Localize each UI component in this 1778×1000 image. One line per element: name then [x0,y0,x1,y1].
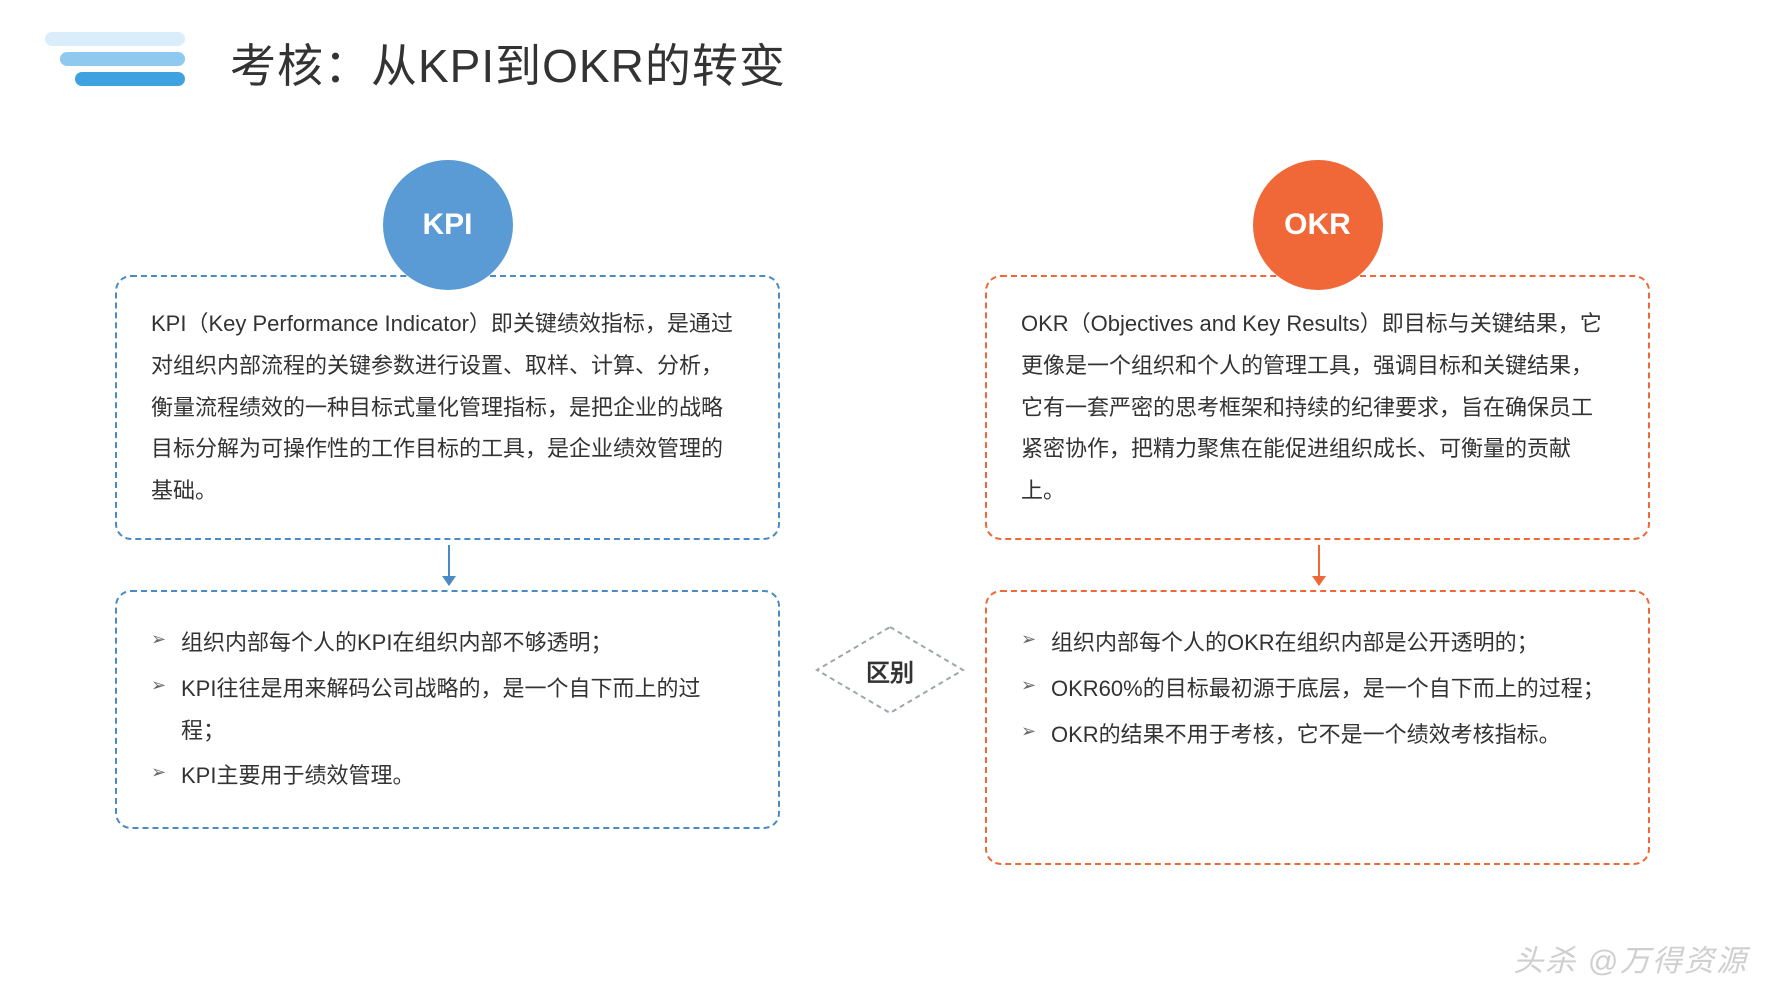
logo-bar-1 [45,32,185,46]
okr-circle-label: OKR [1284,208,1351,242]
list-item: OKR的结果不用于考核，它不是一个绩效考核指标。 [1021,714,1614,756]
kpi-description-text: KPI（Key Performance Indicator）即关键绩效指标，是通… [151,303,744,512]
list-item: KPI往往是用来解码公司战略的，是一个自下而上的过程； [151,668,744,752]
okr-circle: OKR [1253,160,1383,290]
list-item: OKR60%的目标最初源于底层，是一个自下而上的过程； [1021,668,1614,710]
watermark-text: 头杀 @万得资源 [1513,936,1748,980]
arrow-down-left-icon [448,545,450,585]
logo-icon [20,28,185,88]
kpi-circle: KPI [383,160,513,290]
list-item: KPI主要用于绩效管理。 [151,755,744,797]
kpi-points-list: 组织内部每个人的KPI在组织内部不够透明；KPI往往是用来解码公司战略的，是一个… [151,622,744,797]
difference-label: 区别 [866,653,914,688]
list-item: 组织内部每个人的OKR在组织内部是公开透明的； [1021,622,1614,664]
kpi-points-box: 组织内部每个人的KPI在组织内部不够透明；KPI往往是用来解码公司战略的，是一个… [115,590,780,829]
okr-description-box: OKR（Objectives and Key Results）即目标与关键结果，… [985,275,1650,540]
okr-points-box: 组织内部每个人的OKR在组织内部是公开透明的；OKR60%的目标最初源于底层，是… [985,590,1650,865]
arrow-down-right-icon [1318,545,1320,585]
difference-diamond: 区别 [815,625,965,715]
logo-bar-2 [60,52,185,66]
page-title: 考核：从KPI到OKR的转变 [230,30,786,96]
okr-points-list: 组织内部每个人的OKR在组织内部是公开透明的；OKR60%的目标最初源于底层，是… [1021,622,1614,755]
okr-description-text: OKR（Objectives and Key Results）即目标与关键结果，… [1021,303,1614,512]
kpi-circle-label: KPI [422,208,472,242]
list-item: 组织内部每个人的KPI在组织内部不够透明； [151,622,744,664]
kpi-description-box: KPI（Key Performance Indicator）即关键绩效指标，是通… [115,275,780,540]
logo-bar-3 [75,72,185,86]
